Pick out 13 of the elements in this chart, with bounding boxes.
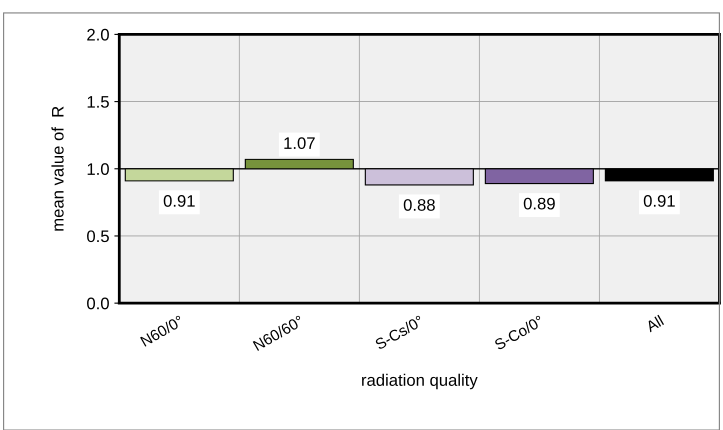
data-label: 1.07 bbox=[284, 137, 315, 150]
y-tick-label: 0.0 bbox=[87, 298, 109, 310]
data-label: 0.91 bbox=[164, 195, 195, 207]
y-tick-label: 0.5 bbox=[87, 230, 109, 242]
data-label: 0.91 bbox=[644, 195, 675, 207]
y-axis-title: mean value of R bbox=[51, 106, 64, 231]
x-axis-title: radiation quality bbox=[362, 374, 478, 390]
y-tick-label: 2.0 bbox=[87, 28, 109, 41]
y-tick-label: 1.5 bbox=[88, 96, 109, 108]
y-tick-label: 1.0 bbox=[88, 163, 109, 175]
data-label: 0.88 bbox=[404, 199, 435, 211]
data-label: 0.89 bbox=[524, 198, 555, 210]
x-tick-label: All bbox=[644, 314, 664, 332]
